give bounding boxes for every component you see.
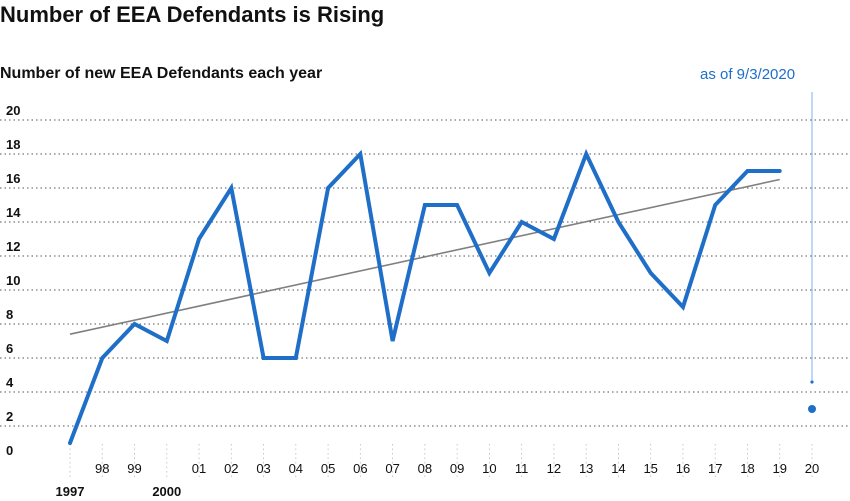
annotation-group — [808, 92, 816, 413]
x-tick-label-17: 17 — [708, 461, 722, 476]
trendline-group — [69, 178, 780, 335]
x-tick-label-19: 19 — [773, 461, 787, 476]
y-tick-label-4: 4 — [6, 375, 14, 390]
y-tick-label-20: 20 — [6, 103, 20, 118]
x-tick-label-1997: 1997 — [56, 484, 85, 499]
y-axis: 0 2 4 6 8 10 12 14 16 18 20 — [6, 103, 21, 458]
x-tick-label-02: 02 — [224, 461, 238, 476]
as-of-annotation: as of 9/3/2020 — [700, 66, 796, 83]
series-group — [68, 148, 782, 445]
x-tick-label-18: 18 — [740, 461, 754, 476]
x-tick-label-11: 11 — [515, 461, 529, 476]
chart-subtitle: Number of new EEA Defendants each year — [0, 65, 323, 82]
x-tick-label-03: 03 — [256, 461, 270, 476]
x-tick-label-20: 20 — [805, 461, 819, 476]
x-tick-label-16: 16 — [676, 461, 690, 476]
y-tick-label-6: 6 — [6, 341, 13, 356]
x-tick-label-06: 06 — [353, 461, 367, 476]
x-tick-label-08: 08 — [418, 461, 432, 476]
x-tick-label-98: 98 — [95, 461, 109, 476]
x-tick-label-04: 04 — [289, 461, 303, 476]
data-point-20 — [808, 405, 816, 413]
x-tick-label-07: 07 — [385, 461, 399, 476]
chart-title: Number of EEA Defendants is Rising — [0, 2, 385, 27]
y-tick-label-14: 14 — [6, 205, 21, 220]
x-tick-label-09: 09 — [450, 461, 464, 476]
y-tick-label-16: 16 — [6, 171, 20, 186]
trendline — [69, 178, 780, 335]
x-tick-label-15: 15 — [643, 461, 657, 476]
x-tick-label-01: 01 — [192, 461, 206, 476]
y-tick-label-18: 18 — [6, 137, 20, 152]
x-tick-label-2000: 2000 — [152, 484, 181, 499]
x-tick-label-05: 05 — [321, 461, 335, 476]
x-axis: 1997 98 99 2000 01 02 03 04 05 06 07 08 09 10 11 12 13 14… — [56, 444, 819, 499]
x-tick-label-99: 99 — [127, 461, 141, 476]
annotation-tip-dot — [810, 380, 814, 384]
x-tick-label-13: 13 — [579, 461, 593, 476]
y-tick-label-0: 0 — [6, 443, 13, 458]
grid-lines — [0, 119, 850, 427]
y-tick-label-2: 2 — [6, 409, 13, 424]
x-tick-label-12: 12 — [547, 461, 561, 476]
x-tick-label-10: 10 — [482, 461, 496, 476]
y-tick-label-12: 12 — [6, 239, 20, 254]
x-tick-label-14: 14 — [611, 461, 625, 476]
series-line — [68, 148, 782, 445]
y-tick-label-10: 10 — [6, 273, 20, 288]
y-tick-label-8: 8 — [6, 307, 13, 322]
